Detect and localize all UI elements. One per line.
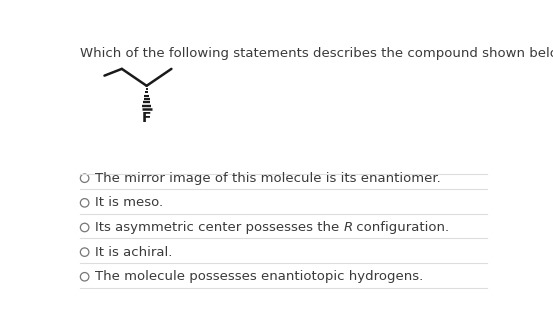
- Text: Its asymmetric center possesses the: Its asymmetric center possesses the: [95, 221, 343, 234]
- Text: R: R: [343, 221, 352, 234]
- Text: Which of the following statements describes the compound shown below?: Which of the following statements descri…: [80, 47, 553, 60]
- Text: The molecule possesses enantiotopic hydrogens.: The molecule possesses enantiotopic hydr…: [95, 270, 423, 283]
- Text: It is achiral.: It is achiral.: [95, 246, 172, 259]
- Text: configuration.: configuration.: [352, 221, 450, 234]
- Text: The mirror image of this molecule is its enantiomer.: The mirror image of this molecule is its…: [95, 172, 440, 185]
- Text: F: F: [142, 111, 152, 125]
- Text: It is meso.: It is meso.: [95, 196, 163, 209]
